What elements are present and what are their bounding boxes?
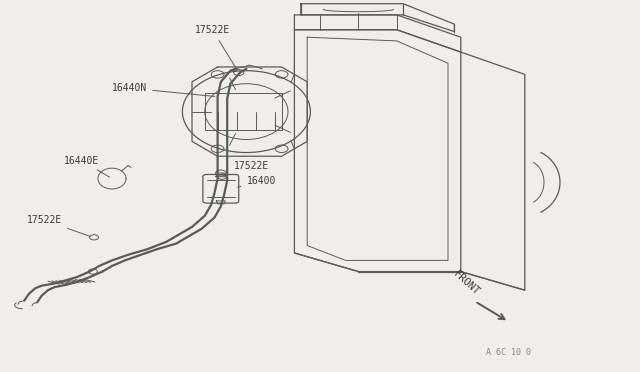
Text: 16440E: 16440E xyxy=(64,155,109,177)
Text: 17522E: 17522E xyxy=(195,25,237,70)
Text: A 6C 10 0: A 6C 10 0 xyxy=(486,348,531,357)
FancyBboxPatch shape xyxy=(203,174,239,203)
Text: 17522E: 17522E xyxy=(225,161,269,176)
Text: 16400: 16400 xyxy=(237,176,276,187)
Text: 16440N: 16440N xyxy=(112,83,215,96)
Text: FRONT: FRONT xyxy=(451,269,481,297)
Text: 17522E: 17522E xyxy=(27,215,90,237)
